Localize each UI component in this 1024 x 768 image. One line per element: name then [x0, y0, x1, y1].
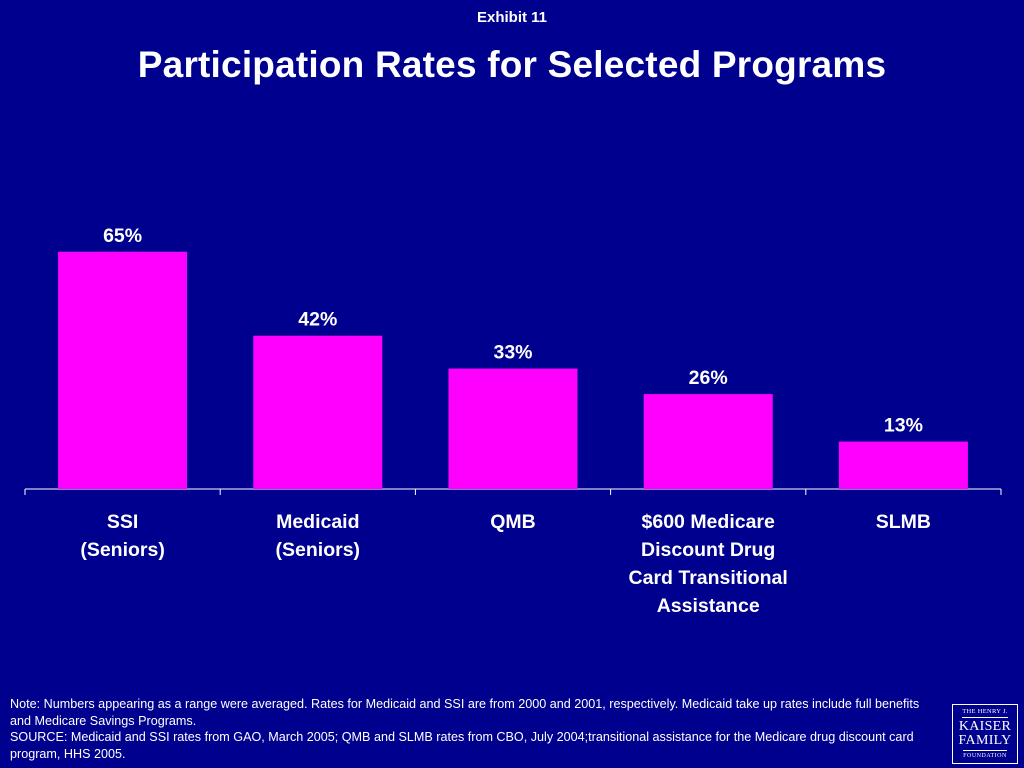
bar — [58, 251, 188, 489]
bar — [448, 368, 578, 489]
category-label: QMB — [418, 508, 608, 536]
category-label: $600 Medicare Discount Drug Card Transitio… — [613, 508, 803, 620]
bar-value-label: 65% — [103, 225, 142, 247]
category-label: SLMB — [808, 508, 998, 536]
bar-value-label: 26% — [689, 367, 728, 389]
category-label-line: Discount Drug — [641, 539, 776, 561]
logo-line-4: FOUNDATION — [963, 750, 1007, 759]
logo-line-2: KAISER — [958, 719, 1012, 735]
bar-value-label: 33% — [493, 342, 532, 364]
category-label-line: SSI — [106, 511, 139, 533]
category-label-line: Assistance — [656, 595, 760, 617]
note-text: Note: Numbers appearing as a range were … — [10, 697, 920, 728]
category-label: SSI (Seniors) — [28, 508, 218, 564]
bar — [838, 441, 968, 489]
chart-title: Participation Rates for Selected Program… — [137, 44, 887, 85]
bar-value-label: 13% — [884, 415, 923, 437]
kaiser-family-foundation-logo: THE HENRY J. KAISER FAMILY FOUNDATION — [952, 704, 1018, 764]
category-label-line: Medicaid — [276, 511, 360, 533]
exhibit-number: Exhibit 11 — [476, 9, 548, 26]
logo-line-3: FAMILY — [958, 733, 1012, 749]
category-label-line: (Seniors) — [275, 539, 361, 561]
category-label-line: QMB — [490, 511, 536, 533]
category-label-line: SLMB — [875, 511, 932, 533]
category-label: Medicaid (Seniors) — [223, 508, 413, 564]
bar-value-label: 42% — [298, 309, 337, 331]
bar — [643, 394, 773, 489]
footnote: Note: Numbers appearing as a range were … — [10, 696, 940, 762]
logo-line-1: THE HENRY J. — [962, 708, 1008, 719]
category-label-line: $600 Medicare — [641, 511, 775, 533]
bar — [253, 335, 383, 489]
category-label-line: Card Transitional — [628, 567, 788, 589]
source-text: SOURCE: Medicaid and SSI rates from GAO,… — [10, 730, 914, 761]
category-label-line: (Seniors) — [80, 539, 165, 561]
